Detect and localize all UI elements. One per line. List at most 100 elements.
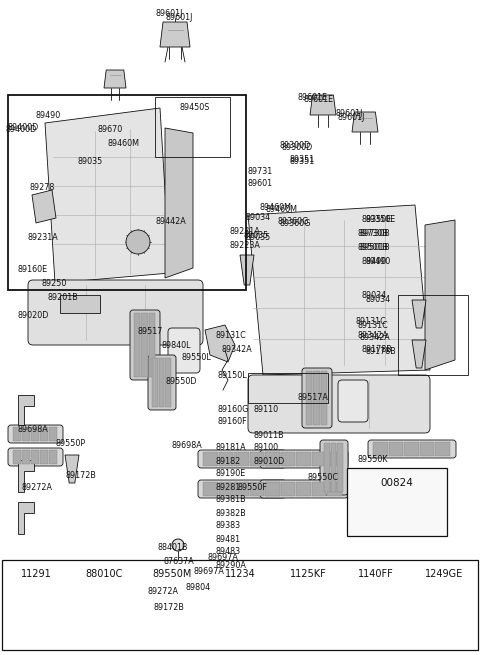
FancyBboxPatch shape (168, 328, 200, 373)
Bar (141, 313, 148, 377)
Bar (265, 452, 280, 466)
Text: 89034: 89034 (246, 214, 271, 223)
Bar (13, 427, 21, 441)
Text: 89172B: 89172B (153, 603, 184, 612)
Text: 89035: 89035 (246, 233, 271, 242)
Polygon shape (104, 70, 126, 88)
Bar (373, 442, 388, 456)
Bar (313, 371, 320, 425)
Text: 89011B: 89011B (253, 430, 284, 440)
Text: 89190E: 89190E (215, 470, 245, 479)
Text: 89035: 89035 (244, 231, 269, 240)
Circle shape (167, 591, 177, 601)
Text: 89178B: 89178B (365, 348, 396, 356)
Text: 87637A: 87637A (163, 557, 194, 565)
Text: 89697A: 89697A (194, 567, 225, 576)
Text: 88401B: 88401B (158, 544, 189, 553)
Text: 89550K: 89550K (358, 455, 388, 464)
Text: 89601J: 89601J (155, 10, 182, 18)
Polygon shape (210, 567, 228, 595)
Text: 89601J: 89601J (165, 14, 192, 22)
Bar (398, 295, 468, 375)
Bar (218, 452, 233, 466)
Text: 89601J: 89601J (335, 109, 362, 117)
Bar (250, 452, 264, 466)
Bar (234, 452, 249, 466)
Bar (420, 442, 434, 456)
Text: 89182: 89182 (215, 457, 240, 466)
Text: 89670: 89670 (97, 126, 122, 134)
Text: 89483: 89483 (215, 548, 240, 557)
Polygon shape (32, 190, 56, 223)
Bar (40, 427, 48, 441)
Text: 89300D: 89300D (280, 141, 311, 151)
Text: 89201B: 89201B (48, 293, 79, 301)
FancyBboxPatch shape (260, 450, 348, 468)
Bar (203, 452, 217, 466)
FancyBboxPatch shape (198, 480, 286, 498)
Text: 89010D: 89010D (253, 457, 284, 466)
Bar (265, 452, 279, 466)
Bar (327, 452, 342, 466)
Bar (281, 452, 295, 466)
Circle shape (371, 591, 381, 601)
Bar (324, 443, 330, 492)
Text: 89730B: 89730B (360, 229, 391, 238)
Polygon shape (412, 300, 426, 328)
Text: 89550F: 89550F (238, 483, 268, 491)
Text: 89501B: 89501B (360, 244, 391, 252)
Text: 89460M: 89460M (260, 204, 292, 212)
FancyBboxPatch shape (338, 380, 368, 422)
FancyBboxPatch shape (148, 355, 176, 410)
Bar (134, 313, 140, 377)
Text: 89150L: 89150L (218, 371, 248, 379)
Polygon shape (165, 128, 193, 278)
Bar (250, 482, 264, 496)
Text: 89442A: 89442A (155, 217, 186, 227)
FancyBboxPatch shape (248, 375, 430, 433)
FancyBboxPatch shape (130, 310, 160, 380)
Text: 89131C: 89131C (356, 318, 387, 326)
Text: 89350E: 89350E (365, 215, 395, 225)
Bar (149, 313, 155, 377)
Bar (60, 295, 100, 313)
Text: 89178B: 89178B (362, 345, 393, 354)
Text: 89351: 89351 (290, 157, 315, 166)
Polygon shape (45, 108, 170, 283)
Text: 89272A: 89272A (22, 483, 53, 493)
Text: 89381B: 89381B (215, 495, 246, 504)
Circle shape (126, 230, 150, 254)
FancyBboxPatch shape (368, 440, 456, 458)
Text: 89034: 89034 (365, 295, 390, 305)
Bar (22, 450, 30, 464)
Text: 1249GE: 1249GE (425, 569, 463, 579)
Bar (13, 450, 21, 464)
Bar (265, 482, 279, 496)
Text: 89160E: 89160E (18, 265, 48, 274)
Bar (234, 482, 249, 496)
Text: 89160G: 89160G (218, 405, 250, 415)
Text: 89231A: 89231A (28, 233, 59, 242)
Bar (404, 442, 419, 456)
Bar (337, 443, 343, 492)
Bar (155, 97, 230, 157)
Text: 89481: 89481 (215, 534, 240, 544)
FancyBboxPatch shape (320, 440, 348, 495)
Text: 89517A: 89517A (298, 394, 329, 403)
Polygon shape (240, 255, 254, 285)
Text: 89020D: 89020D (18, 310, 49, 320)
Text: 89450S: 89450S (180, 103, 210, 113)
Text: 89290A: 89290A (215, 561, 246, 569)
Text: 89840L: 89840L (162, 341, 192, 350)
Text: 89100: 89100 (253, 443, 278, 453)
Text: 89698A: 89698A (172, 441, 203, 451)
Bar (2, 560, 478, 650)
Bar (296, 452, 311, 466)
Text: 1140FF: 1140FF (358, 569, 394, 579)
Bar (40, 450, 48, 464)
Circle shape (439, 591, 449, 601)
Text: 89160F: 89160F (218, 417, 248, 426)
Text: 89730B: 89730B (358, 229, 389, 238)
Circle shape (388, 509, 406, 527)
Text: 89351: 89351 (290, 155, 315, 164)
